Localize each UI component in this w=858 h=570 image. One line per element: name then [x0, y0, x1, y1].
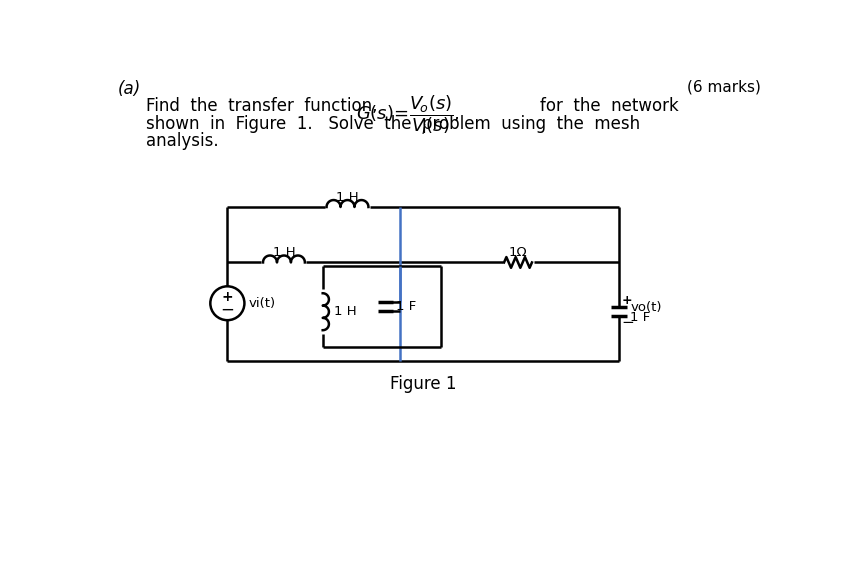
Text: 1 H: 1 H — [336, 191, 359, 204]
Text: shown  in  Figure  1.   Solve  the  problem  using  the  mesh: shown in Figure 1. Solve the problem usi… — [146, 115, 640, 133]
Text: vo(t): vo(t) — [631, 300, 662, 314]
Text: 1 H: 1 H — [335, 305, 357, 318]
Text: −: − — [221, 301, 234, 319]
Text: 1 F: 1 F — [631, 311, 650, 324]
Text: +: + — [221, 290, 233, 304]
Text: Find  the  transfer  function,: Find the transfer function, — [146, 97, 378, 115]
Text: +: + — [622, 295, 632, 307]
Text: 1 H: 1 H — [273, 246, 295, 259]
Text: 1 F: 1 F — [396, 300, 417, 313]
Text: vi(t): vi(t) — [248, 297, 275, 310]
Text: 1Ω: 1Ω — [509, 246, 528, 259]
Text: $G(s)\!=\!\dfrac{V_{\!o}(s)}{V_{\!i}(s)},$: $G(s)\!=\!\dfrac{V_{\!o}(s)}{V_{\!i}(s)}… — [356, 94, 460, 137]
Text: (6 marks): (6 marks) — [687, 80, 761, 95]
Text: Figure 1: Figure 1 — [390, 375, 456, 393]
Text: for  the  network: for the network — [540, 97, 679, 115]
Text: analysis.: analysis. — [146, 132, 219, 149]
Text: (a): (a) — [118, 80, 142, 98]
Text: −: − — [622, 315, 635, 330]
